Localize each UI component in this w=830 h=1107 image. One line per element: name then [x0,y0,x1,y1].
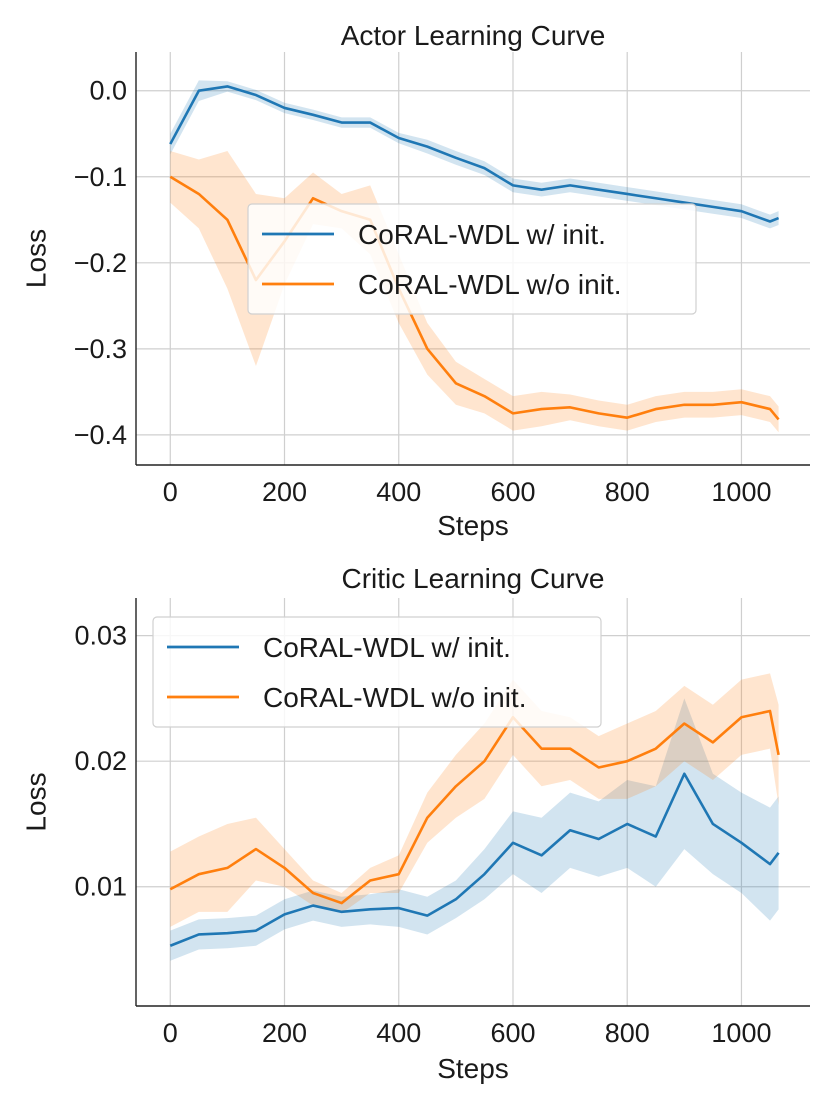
x-tick-label: 400 [376,477,421,507]
chart-title: Critic Learning Curve [342,563,605,594]
legend: CoRAL-WDL w/ init. CoRAL-WDL w/o init. [247,203,697,315]
x-tick-label: 200 [262,1018,307,1048]
series-1-confidence-band [170,673,779,927]
x-tick-label: 600 [490,477,535,507]
legend-label: CoRAL-WDL w/o init. [358,269,621,300]
series-0-line [169,772,780,947]
y-tick-label: −0.1 [74,162,127,192]
x-tick-label: 800 [605,1018,650,1048]
x-axis-label: Steps [437,1053,509,1084]
y-tick-label: 0.0 [89,76,127,106]
x-tick-label: 800 [605,477,650,507]
legend-label: CoRAL-WDL w/ init. [358,219,606,250]
y-tick-label: −0.2 [74,248,127,278]
critic-learning-curve-chart: 0 200 400 600 800 1000 0.01 0.02 0.03 Critic Lear… [20,563,810,1084]
x-tick-label: 0 [163,477,178,507]
chart-title: Actor Learning Curve [341,20,606,51]
legend-label: CoRAL-WDL w/ init. [263,632,511,663]
x-tick-label: 200 [262,477,307,507]
series-1-line [169,709,780,905]
y-tick-label: −0.3 [74,334,127,364]
y-tick-label: 0.03 [74,621,127,651]
x-tick-label: 600 [490,1018,535,1048]
legend-box [247,203,697,315]
y-tick-label: 0.02 [74,746,127,776]
y-tick-label: −0.4 [74,420,127,450]
legend: CoRAL-WDL w/ init. CoRAL-WDL w/o init. [152,616,602,728]
x-tick-label: 400 [376,1018,421,1048]
x-tick-label: 0 [163,1018,178,1048]
y-axis-label: Loss [20,229,51,288]
y-tick-label: 0.01 [74,872,127,902]
x-tick-label: 1000 [711,1018,771,1048]
legend-label: CoRAL-WDL w/o init. [263,682,526,713]
y-axis-label: Loss [20,772,51,831]
legend-box [152,616,602,728]
x-tick-label: 1000 [711,477,771,507]
x-axis-label: Steps [437,510,509,541]
actor-learning-curve-chart: 0 200 400 600 800 1000 0.0 −0.1 −0.2 −0.3 −0.4 Acto… [20,20,810,541]
